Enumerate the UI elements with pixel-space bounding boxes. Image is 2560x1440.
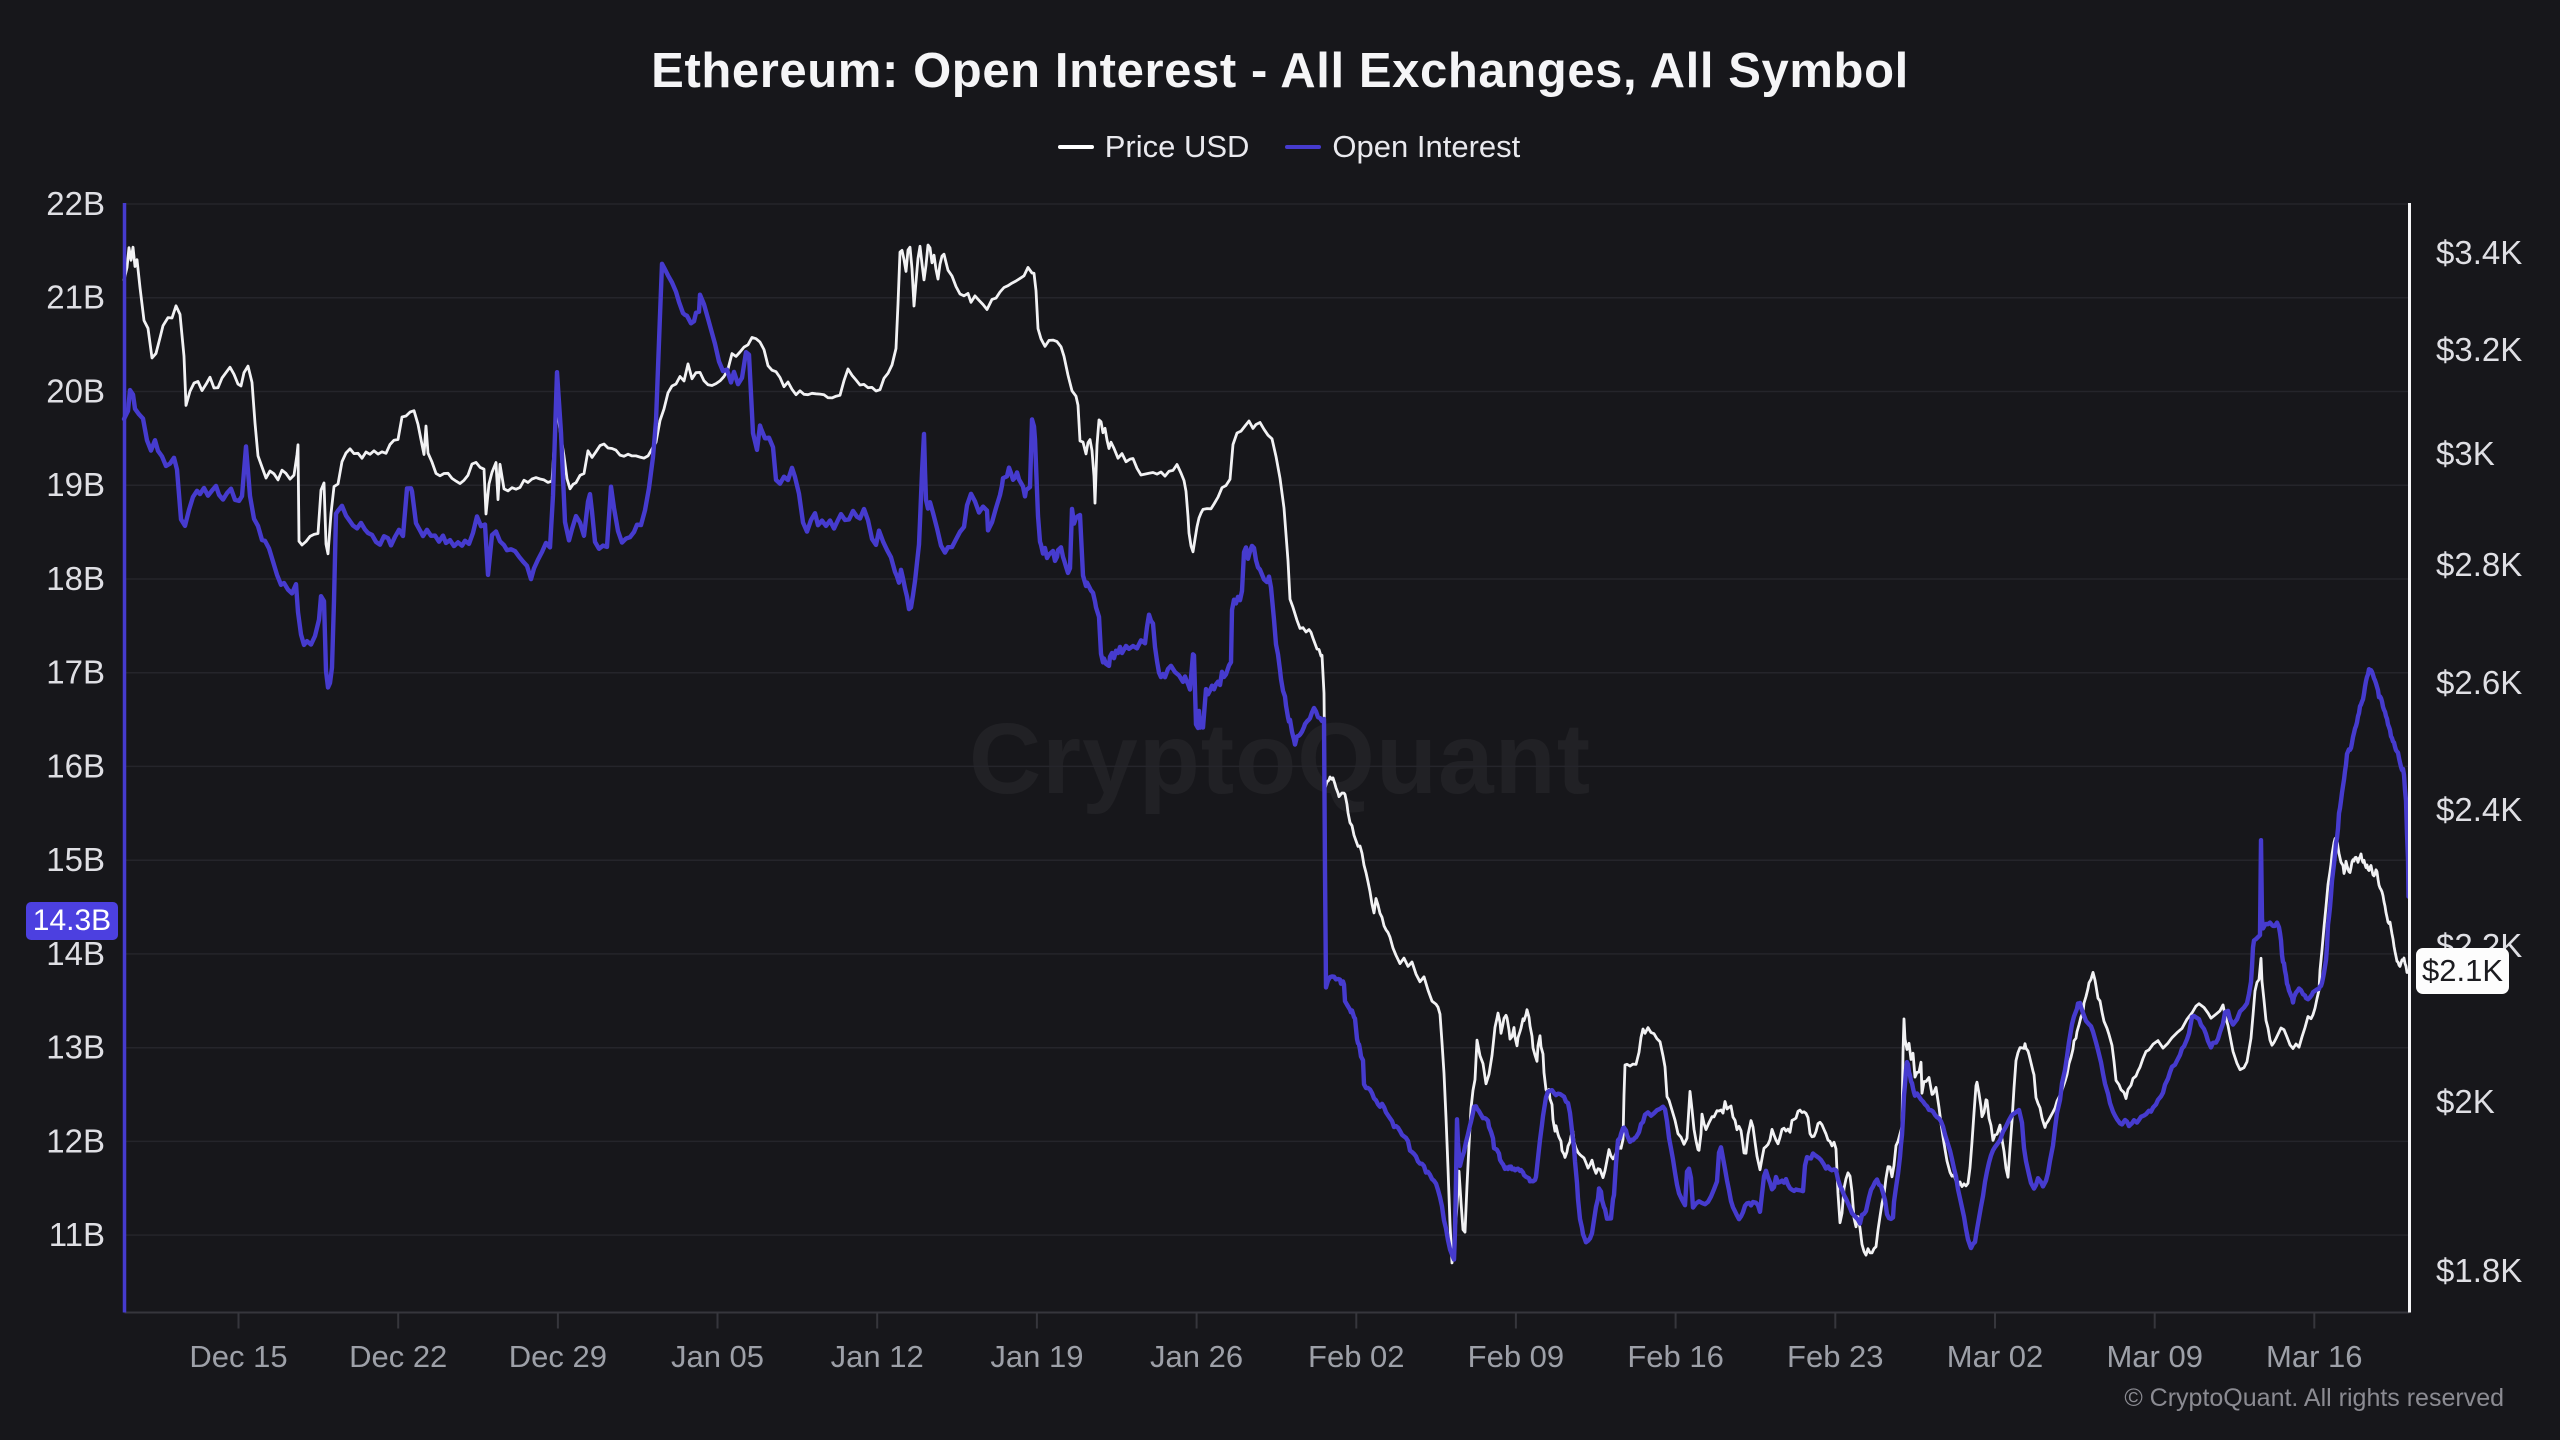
svg-text:16B: 16B [46,747,105,784]
svg-text:15B: 15B [46,841,105,878]
svg-text:Jan 12: Jan 12 [831,1339,924,1374]
svg-text:20B: 20B [46,373,105,410]
svg-text:Feb 23: Feb 23 [1787,1339,1884,1374]
svg-text:11B: 11B [49,1216,105,1253]
svg-text:22B: 22B [46,185,105,222]
svg-text:Mar 02: Mar 02 [1947,1339,2043,1374]
svg-text:$2K: $2K [2436,1083,2495,1120]
svg-text:14B: 14B [46,935,105,972]
svg-text:12B: 12B [46,1122,105,1159]
svg-text:Dec 15: Dec 15 [189,1339,287,1374]
svg-text:Dec 29: Dec 29 [509,1339,607,1374]
svg-text:19B: 19B [46,466,105,503]
svg-text:18B: 18B [46,560,105,597]
svg-text:Feb 02: Feb 02 [1308,1339,1405,1374]
svg-text:Jan 19: Jan 19 [990,1339,1083,1374]
svg-text:Mar 16: Mar 16 [2266,1339,2362,1374]
svg-text:Jan 26: Jan 26 [1150,1339,1243,1374]
svg-text:$3K: $3K [2436,435,2495,472]
svg-text:17B: 17B [46,654,105,691]
svg-text:Dec 22: Dec 22 [349,1339,447,1374]
svg-text:$2.4K: $2.4K [2436,791,2522,828]
svg-text:$2.8K: $2.8K [2436,546,2522,583]
svg-text:Jan 05: Jan 05 [671,1339,764,1374]
svg-text:Feb 16: Feb 16 [1627,1339,1724,1374]
svg-text:$3.2K: $3.2K [2436,331,2522,368]
svg-text:$1.8K: $1.8K [2436,1252,2522,1289]
svg-text:$2.6K: $2.6K [2436,664,2522,701]
svg-text:21B: 21B [46,279,105,316]
svg-text:Mar 09: Mar 09 [2106,1339,2202,1374]
svg-text:$3.4K: $3.4K [2436,234,2522,271]
svg-text:13B: 13B [46,1029,105,1066]
svg-text:Feb 09: Feb 09 [1468,1339,1565,1374]
